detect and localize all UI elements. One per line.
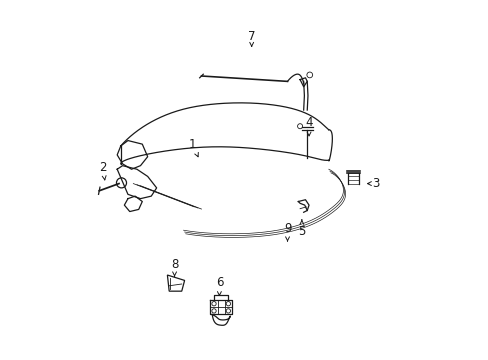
Text: 6: 6 bbox=[215, 276, 223, 296]
Text: 7: 7 bbox=[247, 30, 255, 46]
Text: 8: 8 bbox=[170, 258, 178, 276]
Text: 9: 9 bbox=[283, 222, 291, 241]
Text: 2: 2 bbox=[99, 161, 106, 180]
Text: 3: 3 bbox=[367, 177, 378, 190]
Text: 5: 5 bbox=[298, 220, 305, 238]
Text: 1: 1 bbox=[188, 138, 198, 157]
Text: 4: 4 bbox=[305, 116, 312, 136]
